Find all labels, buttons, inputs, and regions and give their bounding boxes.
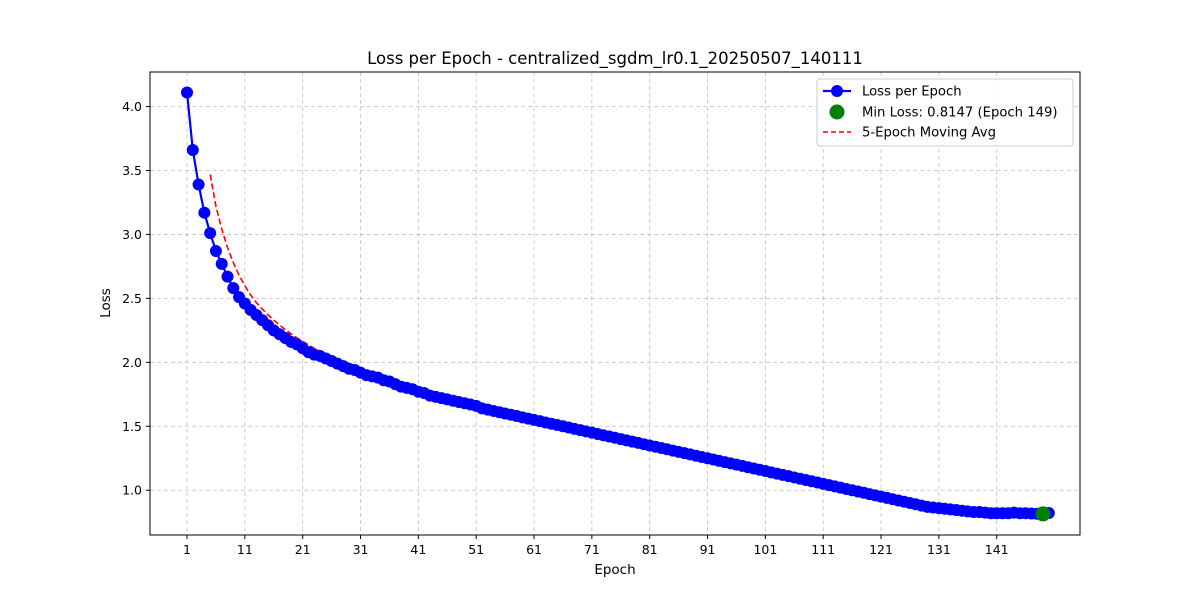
loss-point [181, 86, 194, 99]
loss-point [198, 206, 211, 219]
x-axis-ticks: 1 11 21 31 41 51 61 71 81 91 101 111 121 131 141 [183, 535, 1009, 557]
loss-point [204, 227, 217, 240]
y-tick-label: 3.0 [122, 227, 142, 242]
chart-title: Loss per Epoch - centralized_sgdm_lr0.1_… [367, 49, 863, 69]
y-tick-label: 1.5 [122, 419, 142, 434]
x-tick-label: 91 [700, 542, 716, 557]
x-tick-label: 101 [753, 542, 777, 557]
x-tick-label: 121 [869, 542, 893, 557]
y-tick-label: 4.0 [122, 99, 142, 114]
loss-point [192, 178, 205, 191]
legend-loss-label: Loss per Epoch [862, 85, 962, 100]
min-loss-series [1035, 506, 1051, 522]
x-tick-label: 1 [183, 542, 191, 557]
y-axis-ticks: 1.0 1.5 2.0 2.5 3.0 3.5 4.0 [122, 99, 150, 498]
grid [150, 72, 1080, 535]
x-tick-label: 51 [468, 542, 484, 557]
x-tick-label: 41 [410, 542, 426, 557]
min-loss-point [1035, 506, 1051, 522]
loss-point [221, 270, 234, 283]
loss-point [215, 257, 228, 270]
legend-avg-label: 5-Epoch Moving Avg [862, 126, 996, 141]
loss-point [186, 144, 199, 157]
loss-point [209, 245, 222, 258]
x-tick-label: 141 [985, 542, 1009, 557]
loss-point [227, 282, 240, 295]
y-tick-label: 1.0 [122, 483, 142, 498]
x-tick-label: 81 [642, 542, 658, 557]
x-tick-label: 11 [237, 542, 253, 557]
legend-min-marker [829, 104, 845, 120]
y-tick-label: 2.5 [122, 291, 142, 306]
legend-box [816, 78, 1074, 147]
x-tick-label: 71 [584, 542, 600, 557]
y-axis-title: Loss [98, 288, 114, 318]
legend-min-label: Min Loss: 0.8147 (Epoch 149) [862, 106, 1058, 121]
loss-series [181, 86, 1055, 520]
legend: Loss per Epoch Min Loss: 0.8147 (Epoch 1… [816, 78, 1074, 147]
y-tick-label: 2.0 [122, 355, 142, 370]
x-tick-label: 21 [295, 542, 311, 557]
x-tick-label: 61 [526, 542, 542, 557]
y-tick-label: 3.5 [122, 163, 142, 178]
x-axis-title: Epoch [594, 562, 635, 578]
x-tick-label: 131 [927, 542, 951, 557]
x-tick-label: 111 [811, 542, 835, 557]
x-tick-label: 31 [353, 542, 369, 557]
legend-loss-marker [831, 85, 843, 97]
plot-frame [149, 71, 1081, 536]
